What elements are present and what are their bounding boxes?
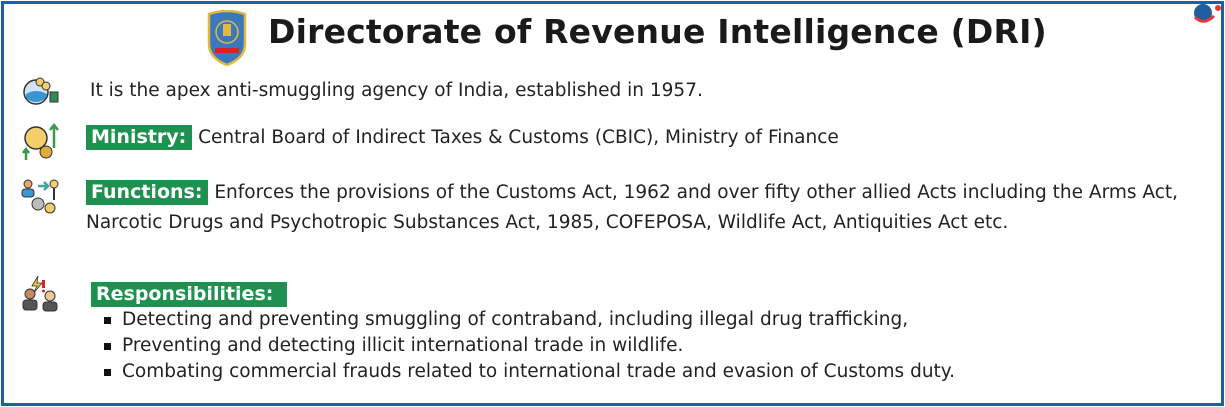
ministry-text: Central Board of Indirect Taxes & Custom… [198, 127, 839, 148]
page-title: Directorate of Revenue Intelligence (DRI… [268, 12, 1047, 51]
list-item: Detecting and preventing smuggling of co… [102, 307, 955, 333]
people-key-gears-icon [21, 179, 59, 214]
list-item: Preventing and detecting illicit interna… [102, 333, 955, 359]
dri-emblem-icon [207, 10, 247, 66]
ministry-label: Ministry: [86, 125, 193, 150]
functions-label: Functions: [86, 180, 209, 205]
ministry-row: Ministry: Central Board of Indirect Taxe… [86, 122, 839, 153]
responsibilities-label: Responsibilities: [91, 282, 288, 307]
officers-alert-icon [22, 275, 58, 312]
brand-logo-icon [1193, 4, 1221, 23]
lab-flask-icon [23, 77, 59, 105]
responsibilities-heading: Responsibilities: [91, 279, 288, 310]
responsibilities-list: Detecting and preventing smuggling of co… [102, 307, 955, 385]
functions-row: Functions: Enforces the provisions of th… [86, 177, 1191, 238]
list-item: Combating commercial frauds related to i… [102, 359, 955, 385]
intro-text: It is the apex anti-smuggling agency of … [90, 80, 703, 101]
functions-text: Enforces the provisions of the Customs A… [86, 182, 1179, 233]
finance-gears-icon [22, 122, 59, 160]
